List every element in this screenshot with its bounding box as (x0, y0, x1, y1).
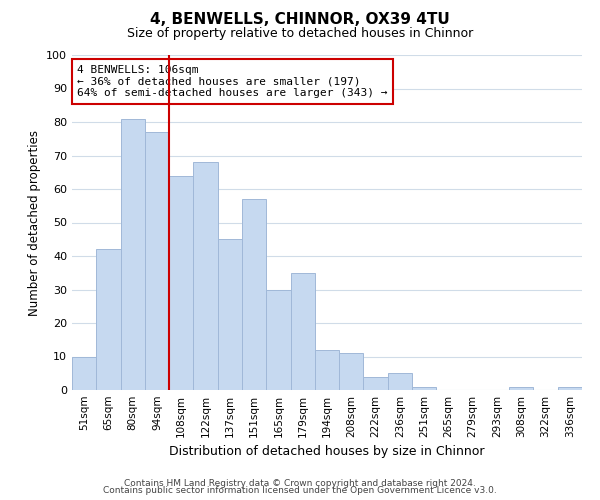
Bar (388, 373, 412, 390)
Y-axis label: Number of detached properties: Number of detached properties (28, 130, 41, 316)
Bar (364, 376, 388, 390)
Bar (96, 250, 121, 390)
Text: 4 BENWELLS: 106sqm
← 36% of detached houses are smaller (197)
64% of semi-detach: 4 BENWELLS: 106sqm ← 36% of detached hou… (77, 65, 388, 98)
Bar (145, 132, 169, 390)
Text: Contains public sector information licensed under the Open Government Licence v3: Contains public sector information licen… (103, 486, 497, 495)
Bar (193, 162, 218, 390)
Bar (315, 350, 339, 390)
Text: Size of property relative to detached houses in Chinnor: Size of property relative to detached ho… (127, 28, 473, 40)
Bar (218, 240, 242, 390)
Bar (169, 176, 193, 390)
X-axis label: Distribution of detached houses by size in Chinnor: Distribution of detached houses by size … (169, 446, 485, 458)
Bar (339, 353, 364, 390)
Bar (266, 290, 290, 390)
Bar (242, 199, 266, 390)
Bar (290, 273, 315, 390)
Text: 4, BENWELLS, CHINNOR, OX39 4TU: 4, BENWELLS, CHINNOR, OX39 4TU (150, 12, 450, 28)
Bar (558, 386, 582, 390)
Bar (509, 386, 533, 390)
Bar (72, 356, 96, 390)
Bar (412, 386, 436, 390)
Text: Contains HM Land Registry data © Crown copyright and database right 2024.: Contains HM Land Registry data © Crown c… (124, 478, 476, 488)
Bar (121, 118, 145, 390)
